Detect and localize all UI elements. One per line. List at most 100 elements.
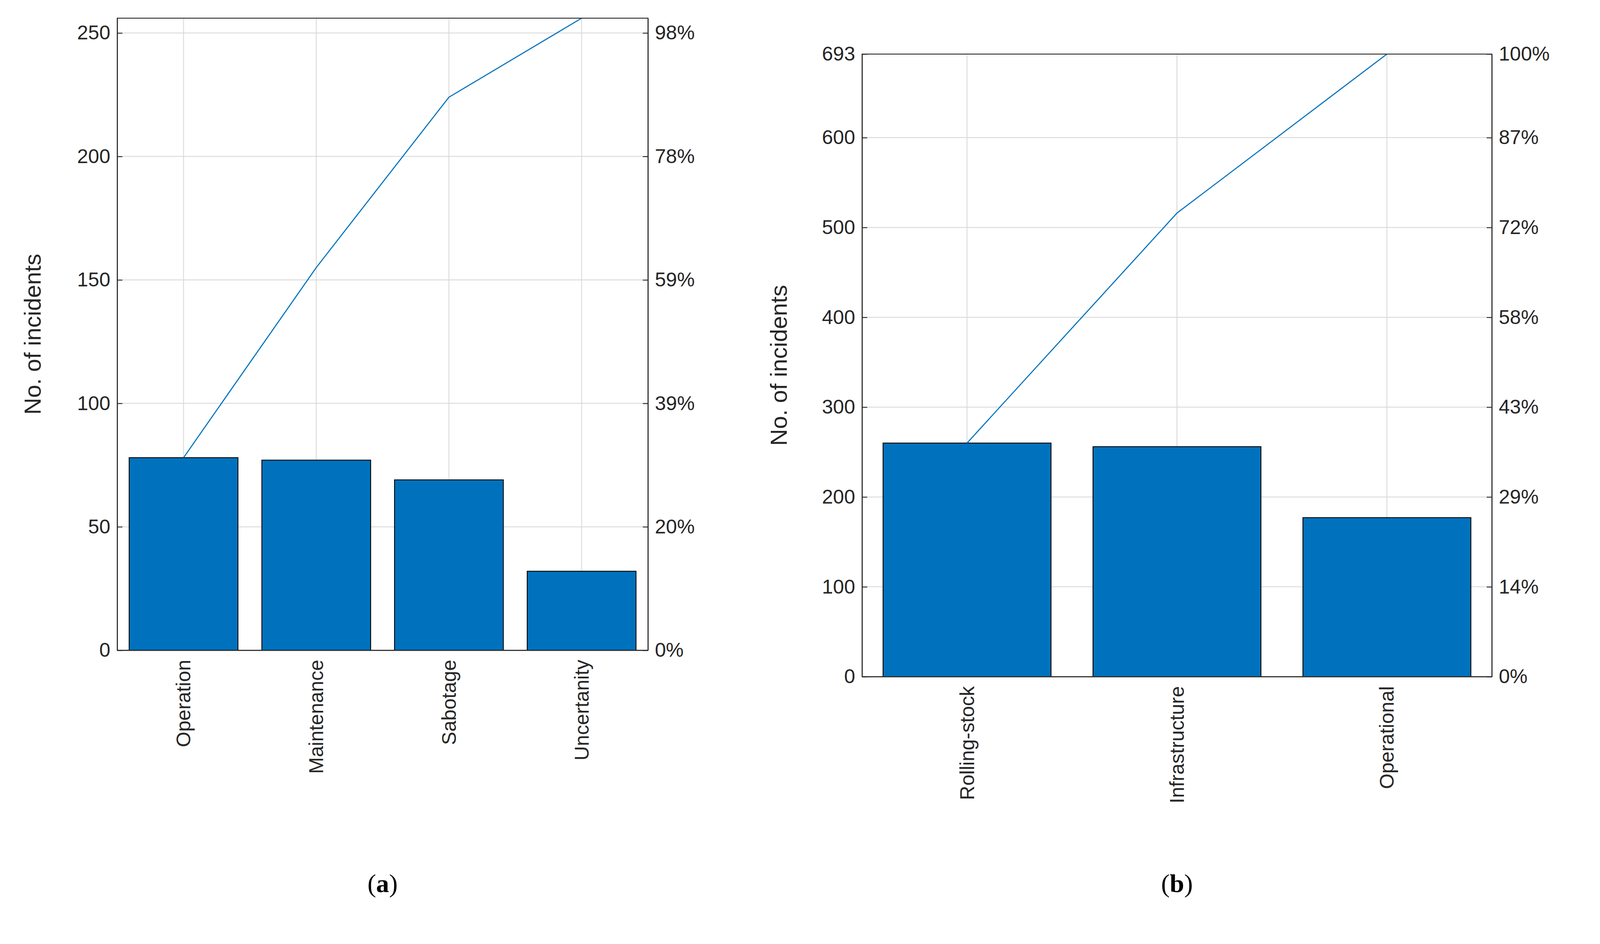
tick-label: 200 — [76, 144, 111, 168]
tick: 29% — [1486, 485, 1539, 508]
tick-label: 250 — [76, 21, 111, 44]
tick-label: 100% — [1498, 42, 1550, 65]
axis-line — [117, 650, 649, 651]
axis-line — [647, 18, 649, 651]
y2-axis: 0% 20% 39% 59% 78% 98% — [642, 18, 695, 662]
tick: 59% — [642, 268, 695, 291]
tick-label: 50 — [88, 515, 111, 538]
tick: 20% — [642, 515, 695, 538]
category-label: Sabotage — [437, 659, 461, 745]
chart: 0 50 100 150 200 250 0% 20% 39% 59% 78% 98% Operatio… — [19, 18, 695, 898]
x-axis: Operation Maintenance Sabotage Uncertanity — [117, 650, 649, 774]
tick: 150 — [76, 268, 123, 291]
category-label: Operational — [1375, 686, 1398, 789]
tick-label: 0% — [1498, 664, 1528, 688]
tick: 50 — [88, 515, 123, 538]
tick: 0 — [99, 638, 123, 661]
category-label: Uncertanity — [570, 659, 594, 761]
tick-mark — [1486, 137, 1492, 139]
tick-label: 400 — [821, 305, 856, 329]
bar — [883, 442, 1052, 677]
tick-mark — [642, 156, 648, 158]
tick: 58% — [1486, 305, 1539, 329]
category-label: Operation — [172, 659, 195, 748]
y-grid-line — [117, 156, 648, 158]
tick-label: 500 — [821, 215, 856, 239]
tick: 39% — [642, 391, 695, 415]
tick-mark — [642, 279, 648, 281]
figure: 0 50 100 150 200 250 0% 20% 39% 59% 78% 98% Operatio… — [0, 0, 1600, 944]
category-label: Maintenance — [304, 659, 328, 774]
x-grid-line — [581, 18, 583, 651]
tick-mark — [1486, 407, 1492, 408]
subfigure-caption: (a) — [367, 868, 398, 898]
tick-label: 29% — [1498, 485, 1539, 508]
category-label: Rolling-stock — [955, 685, 979, 800]
tick-label: 43% — [1498, 395, 1539, 418]
plot-area — [129, 18, 637, 651]
axis-line — [117, 18, 119, 651]
tick-label: 59% — [654, 268, 695, 291]
tick-label: 300 — [821, 395, 856, 418]
y-axis: 0100200300400500600693 — [821, 42, 868, 688]
tick-label: 39% — [654, 391, 695, 415]
tick-mark — [1486, 54, 1492, 55]
tick: Sabotage — [437, 659, 461, 745]
tick: Infrastructure — [1165, 686, 1189, 804]
axis-line — [862, 676, 1493, 678]
tick-label: 100 — [76, 391, 111, 415]
tick: 200 — [821, 485, 868, 508]
bar — [1302, 517, 1471, 677]
tick: Uncertanity — [570, 659, 594, 761]
tick: 78% — [642, 144, 695, 168]
tick-mark — [862, 407, 868, 408]
tick-label: 100 — [821, 575, 856, 598]
cumulative-line — [183, 18, 582, 458]
tick-label: 72% — [1498, 215, 1539, 239]
tick: 100 — [821, 575, 868, 598]
tick: 200 — [76, 144, 123, 168]
chart: 01002003004005006006930%14%29%43%58%72%8… — [765, 42, 1550, 898]
tick: 87% — [1486, 125, 1539, 149]
bar — [527, 570, 637, 651]
y-axis: 0 50 100 150 200 250 — [76, 18, 123, 662]
subfigure-caption: (b) — [1160, 868, 1193, 898]
tick-mark — [1486, 317, 1492, 318]
tick-mark — [117, 403, 123, 405]
plot-frame — [862, 54, 1492, 677]
axis-line — [1491, 54, 1493, 677]
tick-mark — [862, 586, 868, 588]
bar — [129, 457, 239, 651]
tick: 43% — [1486, 395, 1539, 418]
tick: 100 — [76, 391, 123, 415]
tick: 0% — [1486, 664, 1528, 688]
tick-label: 14% — [1498, 575, 1539, 598]
tick-mark — [117, 156, 123, 158]
y-grid-line — [117, 402, 648, 404]
tick: 300 — [821, 395, 868, 418]
tick-mark — [117, 32, 123, 34]
tick-mark — [1486, 227, 1492, 228]
bar — [1093, 446, 1261, 677]
cumulative-line — [967, 54, 1388, 443]
tick-label: 87% — [1498, 125, 1539, 149]
tick: 98% — [642, 21, 695, 44]
tick-mark — [1486, 586, 1492, 588]
tick-mark — [642, 403, 648, 405]
x-axis: Rolling-stock Infrastructure Operational — [862, 676, 1493, 804]
bar — [261, 460, 371, 651]
tick-mark — [117, 279, 123, 281]
tick: 0% — [642, 638, 684, 661]
tick: Operation — [172, 659, 195, 748]
tick: Maintenance — [304, 659, 328, 774]
tick-mark — [642, 526, 648, 528]
plot-frame — [117, 18, 648, 651]
tick-label: 98% — [654, 21, 695, 44]
tick-label: 58% — [1498, 305, 1539, 329]
tick-label: 200 — [821, 485, 856, 508]
tick: Rolling-stock — [955, 685, 979, 800]
tick-label: 693 — [821, 42, 856, 65]
tick-mark — [1486, 496, 1492, 498]
axis-line — [862, 54, 863, 677]
tick-mark — [117, 526, 123, 528]
